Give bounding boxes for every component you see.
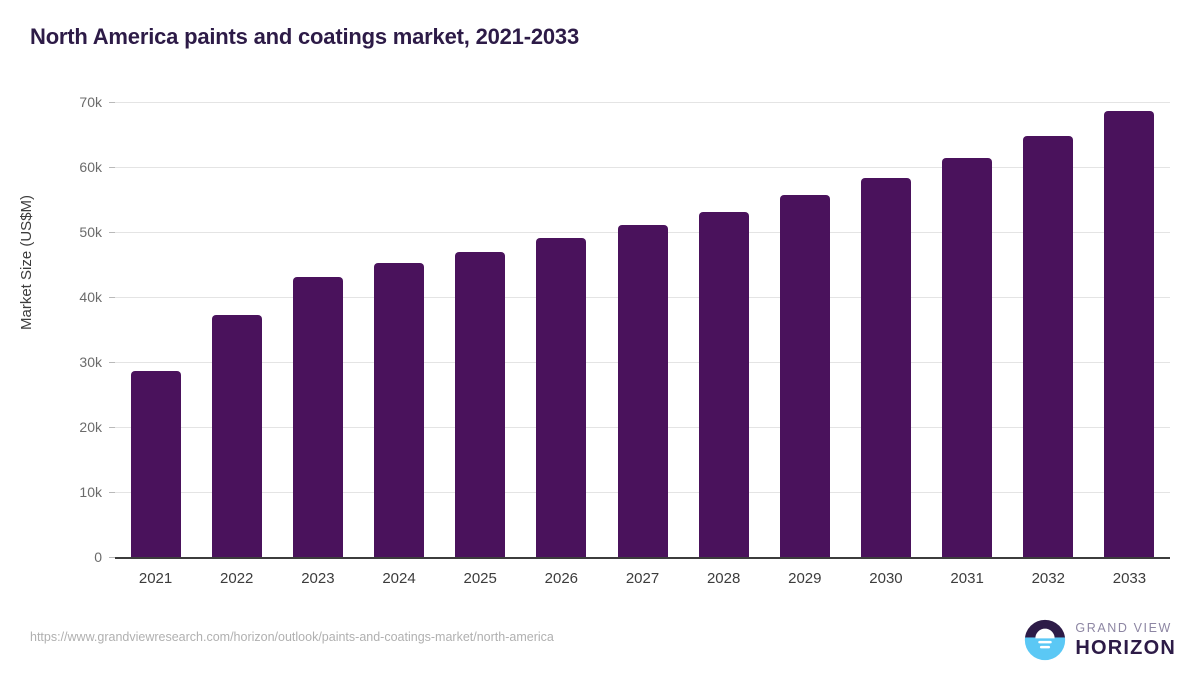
bar[interactable]: [130, 370, 181, 557]
source-url[interactable]: https://www.grandviewresearch.com/horizo…: [30, 630, 554, 644]
bar[interactable]: [211, 315, 262, 557]
y-tick-label: 50k: [79, 223, 102, 240]
y-tick-label: 40k: [79, 288, 102, 305]
x-tick-label: 2030: [869, 570, 903, 587]
x-tick-label: 2023: [301, 570, 335, 587]
x-tick-label: 2027: [625, 570, 660, 587]
page-title: North America paints and coatings market…: [30, 24, 579, 49]
bar[interactable]: [292, 277, 343, 557]
x-tick-label: 2032: [1031, 570, 1065, 587]
y-tick-label: 30k: [79, 353, 102, 370]
y-tick-label: 70k: [79, 93, 102, 110]
bar[interactable]: [779, 195, 830, 557]
y-tick-mark: [109, 361, 115, 363]
y-tick-mark: [109, 557, 115, 558]
gridline: [115, 101, 1170, 103]
x-tick-label: 2033: [1112, 570, 1147, 587]
bar[interactable]: [1104, 111, 1155, 557]
y-tick-label: 0: [94, 549, 102, 565]
bars-group: [130, 111, 1155, 557]
y-tick-mark: [109, 296, 115, 298]
y-tick-mark: [109, 101, 115, 103]
y-tick-mark: [109, 231, 115, 233]
logo-wordmark: GRAND VIEW HORIZON: [1075, 622, 1176, 658]
y-tick-label: 10k: [79, 483, 102, 500]
y-tick-mark: [109, 426, 115, 428]
bar[interactable]: [942, 157, 993, 557]
bar[interactable]: [617, 225, 668, 557]
x-tick-label: 2022: [220, 570, 254, 587]
x-tick-label: 2029: [788, 570, 822, 587]
brand-logo[interactable]: GRAND VIEW HORIZON: [1024, 619, 1176, 661]
x-tick-label: 2031: [950, 570, 984, 587]
x-tick-label: 2021: [138, 570, 173, 587]
logo-line-one: GRAND VIEW: [1075, 621, 1172, 636]
x-tick-label: 2028: [706, 570, 741, 587]
bar[interactable]: [455, 251, 506, 557]
y-tick-mark: [109, 491, 115, 493]
x-tick-label: 2025: [463, 570, 497, 587]
bar[interactable]: [374, 263, 425, 557]
bar-chart: Market Size (US$M) 0 10k 20k 30k 40k 50k 60k 70…: [18, 93, 1170, 587]
bar[interactable]: [698, 211, 749, 557]
x-tick-label: 2024: [382, 570, 416, 587]
x-axis-line: [115, 557, 1170, 559]
logo-line-two: HORIZON: [1075, 636, 1176, 659]
x-tick-label: 2026: [544, 570, 579, 587]
bar[interactable]: [536, 237, 587, 557]
gridline: [115, 166, 1170, 168]
y-tick-mark: [109, 166, 115, 168]
bar[interactable]: [1023, 136, 1074, 557]
bar[interactable]: [860, 177, 911, 557]
grand-view-horizon-sun-icon: [1025, 619, 1066, 661]
y-tick-label: 20k: [79, 418, 102, 435]
y-tick-label: 60k: [79, 158, 102, 175]
